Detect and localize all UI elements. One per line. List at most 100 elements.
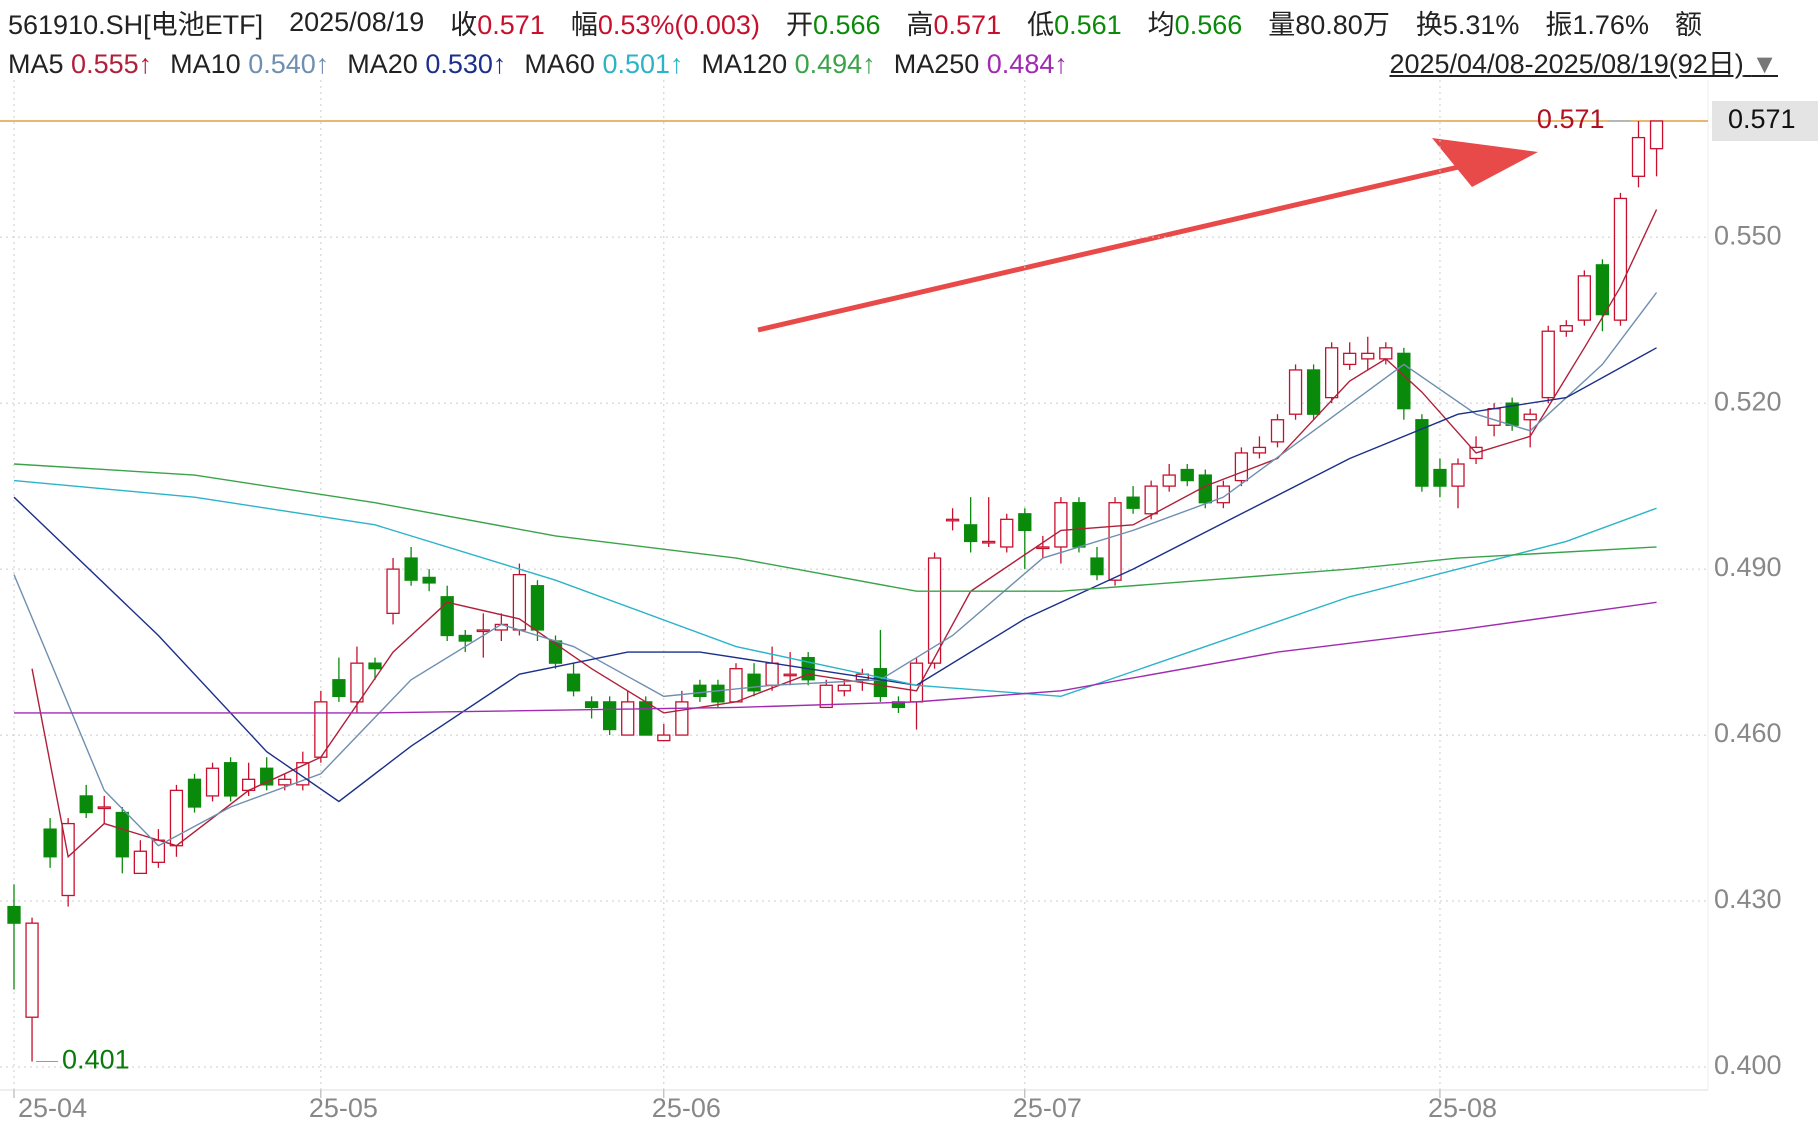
candle-body (1559, 325, 1573, 332)
y-tick-label: 0.400 (1714, 1050, 1782, 1080)
quote-value: 0.566 (812, 9, 881, 40)
candle-body (693, 684, 707, 697)
quote-item: 开0.566 (786, 3, 881, 42)
candle-body (1649, 120, 1664, 150)
candle-body (1126, 496, 1140, 509)
candle-body (1541, 330, 1555, 399)
candle-body (1180, 468, 1194, 482)
x-tick-label: 25-04 (18, 1093, 87, 1123)
candle-body (621, 701, 635, 736)
quote-label: 换 (1415, 9, 1443, 40)
date-range[interactable]: 2025/04/08-2025/08/19(92日) ▼ (1389, 44, 1778, 84)
ma-line (13, 347, 1657, 803)
quote-item: 量80.80万 (1268, 3, 1390, 42)
trend-arrow (757, 159, 1481, 333)
candle-body (819, 684, 833, 709)
candle-body (675, 701, 689, 736)
candle-body (873, 668, 888, 697)
candle-body (1234, 452, 1249, 482)
candle-body (1162, 474, 1176, 487)
dropdown-icon[interactable]: ▼ (1751, 49, 1778, 79)
candle-body (404, 557, 418, 581)
candle-body (25, 922, 39, 1018)
y-tick-label: 0.430 (1714, 884, 1782, 914)
legend-item: MA250 0.484↑ (894, 49, 1068, 80)
candle-body (332, 679, 346, 697)
current-price-label: 0.571 (1728, 104, 1796, 134)
candle-body (530, 585, 545, 631)
quote-label: 额 (1674, 9, 1702, 40)
quote-label: 开 (785, 9, 813, 40)
quote-label: 高 (906, 9, 934, 40)
candle-body (97, 806, 111, 810)
candle-body (476, 629, 490, 633)
legend-value: 0.555↑ (71, 48, 153, 79)
low-label: 0.401 (62, 1045, 130, 1075)
legend-value: 0.501↑ (602, 48, 684, 79)
candle-body (43, 828, 57, 858)
ma-line (13, 479, 1657, 698)
y-tick-label: 0.490 (1714, 552, 1782, 582)
candle-body (205, 767, 220, 797)
candle-body (765, 662, 779, 686)
candle-body (314, 701, 328, 758)
quote-item: 换5.31% (1416, 3, 1520, 42)
quote-item: 幅0.53%(0.003) (571, 3, 760, 42)
candle-body (1288, 369, 1303, 415)
legend-name: MA60 (524, 48, 595, 79)
candle-body (982, 540, 996, 544)
candle-body (1415, 419, 1429, 487)
candle-body (386, 568, 400, 615)
candle-body (1523, 413, 1537, 421)
quote-item: 均0.566 (1148, 3, 1243, 42)
candle-body (1595, 264, 1610, 316)
candle-body (1090, 557, 1104, 576)
ma-line (14, 601, 1657, 714)
quote-item: 高0.571 (907, 3, 1002, 42)
candle-body (1072, 502, 1086, 548)
candle-body (566, 673, 581, 692)
legend-item: MA5 0.555↑ (8, 49, 152, 80)
range-text: 2025/04/08-2025/08/19(92日) (1389, 49, 1744, 79)
quote-label: 低 (1027, 9, 1055, 40)
legend-item: MA120 0.494↑ (702, 49, 876, 80)
quote-value: 5.31% (1442, 9, 1520, 40)
quote-item: 额 (1675, 3, 1702, 42)
candle-body (79, 795, 93, 814)
quote-value: 0.53%(0.003) (597, 9, 760, 40)
quote-label: 幅 (570, 9, 598, 40)
quote-value: 0.571 (477, 9, 545, 40)
candle-body (729, 668, 743, 703)
candle-body (1270, 419, 1285, 443)
candle-body (1343, 352, 1357, 366)
legend-name: MA120 (701, 48, 788, 79)
candle-body (350, 662, 364, 703)
y-tick-label: 0.550 (1714, 220, 1782, 250)
quote-label: 收 (450, 9, 478, 40)
candle-body (1144, 485, 1158, 515)
legend-item: MA20 0.530↑ (347, 49, 506, 80)
legend-item: MA60 0.501↑ (524, 49, 683, 80)
candle-body (1054, 502, 1068, 548)
candle-body (1577, 275, 1591, 321)
code: 561910.SH[电池ETF] (8, 9, 264, 40)
x-tick-label: 25-08 (1428, 1093, 1497, 1123)
candle-body (603, 701, 617, 731)
legend-item: MA10 0.540↑ (170, 49, 329, 80)
trend-arrow-head (1432, 138, 1538, 187)
candle-body (584, 701, 599, 709)
candle-body (1018, 513, 1032, 532)
quote-value: 1.76% (1572, 9, 1649, 40)
quote-label: 均 (1147, 9, 1175, 40)
quote-label: 量 (1268, 9, 1296, 40)
quote-value: 0.561 (1054, 9, 1122, 40)
candle-body (1631, 136, 1646, 177)
quote-item: 收0.571 (450, 3, 545, 42)
x-tick-label: 25-06 (652, 1093, 721, 1123)
candle-body (440, 596, 454, 637)
candle-body (1325, 347, 1339, 399)
candle-body (1036, 546, 1050, 550)
x-tick-label: 25-07 (1013, 1093, 1082, 1123)
